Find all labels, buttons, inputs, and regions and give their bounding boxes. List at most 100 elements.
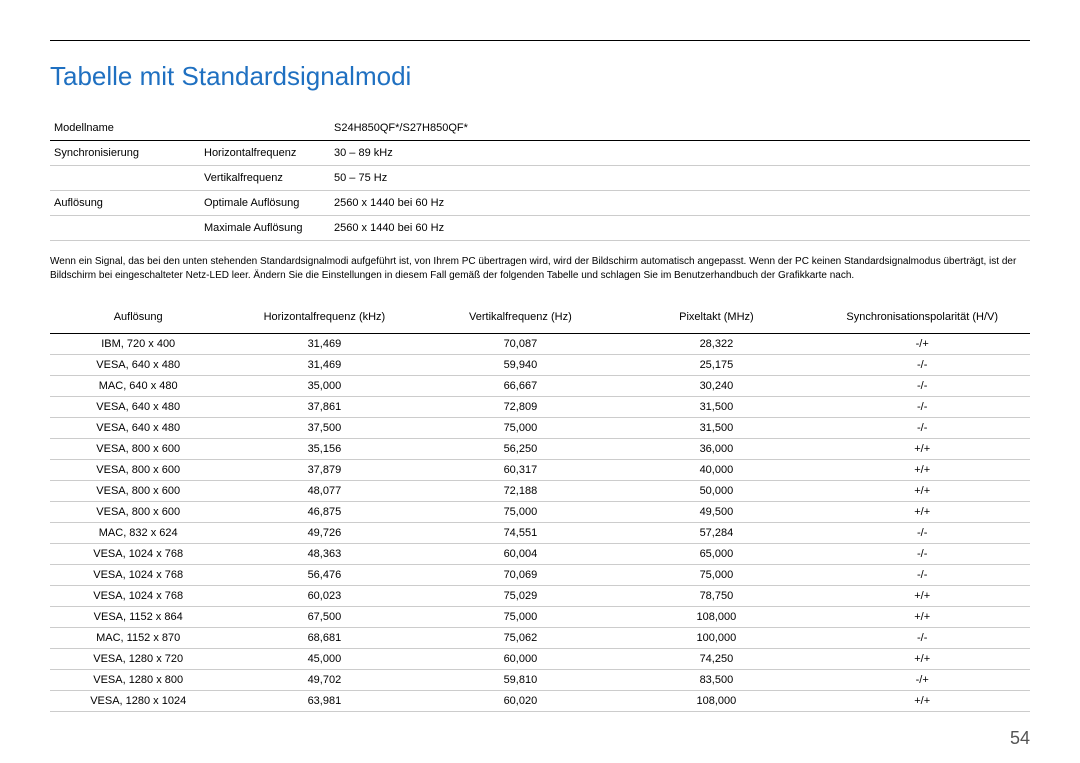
table-cell: 74,551 <box>422 523 618 544</box>
table-row: VESA, 640 x 48037,50075,00031,500-/- <box>50 418 1030 439</box>
table-row: VESA, 1024 x 76860,02375,02978,750+/+ <box>50 586 1030 607</box>
spec-opt-label: Optimale Auflösung <box>200 191 330 216</box>
spec-row-opt: Auflösung Optimale Auflösung 2560 x 1440… <box>50 191 1030 216</box>
table-cell: 66,667 <box>422 376 618 397</box>
spec-vfreq-label: Vertikalfrequenz <box>200 166 330 191</box>
table-cell: -/+ <box>814 334 1030 355</box>
spec-max-label: Maximale Auflösung <box>200 216 330 241</box>
table-cell: VESA, 800 x 600 <box>50 439 226 460</box>
table-cell: 31,469 <box>226 355 422 376</box>
table-cell: 49,726 <box>226 523 422 544</box>
table-row: VESA, 640 x 48037,86172,80931,500-/- <box>50 397 1030 418</box>
table-cell: 35,000 <box>226 376 422 397</box>
table-cell: 67,500 <box>226 607 422 628</box>
table-cell: 75,029 <box>422 586 618 607</box>
table-cell: 36,000 <box>618 439 814 460</box>
table-cell: VESA, 800 x 600 <box>50 481 226 502</box>
spec-max-value: 2560 x 1440 bei 60 Hz <box>330 216 1030 241</box>
table-cell: 72,809 <box>422 397 618 418</box>
table-cell: +/+ <box>814 586 1030 607</box>
table-cell: -/- <box>814 565 1030 586</box>
table-cell: +/+ <box>814 649 1030 670</box>
table-cell: 37,879 <box>226 460 422 481</box>
table-cell: VESA, 1024 x 768 <box>50 565 226 586</box>
spec-row-model: Modellname S24H850QF*/S27H850QF* <box>50 116 1030 141</box>
table-cell: 78,750 <box>618 586 814 607</box>
spec-row-max: Maximale Auflösung 2560 x 1440 bei 60 Hz <box>50 216 1030 241</box>
table-row: VESA, 1280 x 102463,98160,020108,000+/+ <box>50 691 1030 712</box>
table-cell: 60,004 <box>422 544 618 565</box>
table-cell: 31,500 <box>618 397 814 418</box>
table-cell: VESA, 1280 x 800 <box>50 670 226 691</box>
spec-sync-label: Synchronisierung <box>50 141 200 166</box>
table-cell: -/- <box>814 523 1030 544</box>
table-cell: 60,000 <box>422 649 618 670</box>
table-cell: 63,981 <box>226 691 422 712</box>
table-cell: +/+ <box>814 607 1030 628</box>
table-cell: 83,500 <box>618 670 814 691</box>
table-cell: VESA, 800 x 600 <box>50 502 226 523</box>
table-cell: VESA, 1152 x 864 <box>50 607 226 628</box>
table-cell: VESA, 1280 x 1024 <box>50 691 226 712</box>
table-cell: -/- <box>814 544 1030 565</box>
table-cell: 31,469 <box>226 334 422 355</box>
table-cell: 75,062 <box>422 628 618 649</box>
page-number: 54 <box>1010 728 1030 749</box>
table-row: VESA, 800 x 60037,87960,31740,000+/+ <box>50 460 1030 481</box>
page-title: Tabelle mit Standardsignalmodi <box>50 61 1030 92</box>
spec-opt-value: 2560 x 1440 bei 60 Hz <box>330 191 1030 216</box>
table-row: MAC, 832 x 62449,72674,55157,284-/- <box>50 523 1030 544</box>
table-cell: 31,500 <box>618 418 814 439</box>
spec-model-value: S24H850QF*/S27H850QF* <box>330 116 1030 141</box>
table-row: VESA, 1024 x 76848,36360,00465,000-/- <box>50 544 1030 565</box>
table-row: IBM, 720 x 40031,46970,08728,322-/+ <box>50 334 1030 355</box>
table-cell: 56,476 <box>226 565 422 586</box>
note-text: Wenn ein Signal, das bei den unten stehe… <box>50 255 1030 283</box>
table-cell: 75,000 <box>422 607 618 628</box>
spec-model-label: Modellname <box>50 116 200 141</box>
table-cell: 30,240 <box>618 376 814 397</box>
table-cell: 75,000 <box>422 502 618 523</box>
table-cell: VESA, 1024 x 768 <box>50 586 226 607</box>
table-cell: 48,363 <box>226 544 422 565</box>
table-cell: -/- <box>814 628 1030 649</box>
table-row: VESA, 800 x 60046,87575,00049,500+/+ <box>50 502 1030 523</box>
spec-table: Modellname S24H850QF*/S27H850QF* Synchro… <box>50 116 1030 241</box>
table-cell: 60,317 <box>422 460 618 481</box>
table-cell: 48,077 <box>226 481 422 502</box>
table-cell: 37,500 <box>226 418 422 439</box>
col-vfreq: Vertikalfrequenz (Hz) <box>422 303 618 334</box>
table-row: VESA, 640 x 48031,46959,94025,175-/- <box>50 355 1030 376</box>
table-row: VESA, 1024 x 76856,47670,06975,000-/- <box>50 565 1030 586</box>
table-cell: +/+ <box>814 439 1030 460</box>
col-hfreq: Horizontalfrequenz (kHz) <box>226 303 422 334</box>
table-cell: 49,702 <box>226 670 422 691</box>
table-cell: VESA, 1280 x 720 <box>50 649 226 670</box>
table-cell: 46,875 <box>226 502 422 523</box>
table-cell: 28,322 <box>618 334 814 355</box>
table-cell: 45,000 <box>226 649 422 670</box>
col-resolution: Auflösung <box>50 303 226 334</box>
table-cell: 70,069 <box>422 565 618 586</box>
signal-header-row: Auflösung Horizontalfrequenz (kHz) Verti… <box>50 303 1030 334</box>
spec-row-hfreq: Synchronisierung Horizontalfrequenz 30 –… <box>50 141 1030 166</box>
table-cell: 108,000 <box>618 691 814 712</box>
table-row: VESA, 1280 x 80049,70259,81083,500-/+ <box>50 670 1030 691</box>
spec-hfreq-value: 30 – 89 kHz <box>330 141 1030 166</box>
table-cell: MAC, 1152 x 870 <box>50 628 226 649</box>
table-cell: 68,681 <box>226 628 422 649</box>
col-pixclock: Pixeltakt (MHz) <box>618 303 814 334</box>
table-cell: MAC, 640 x 480 <box>50 376 226 397</box>
table-cell: 108,000 <box>618 607 814 628</box>
table-cell: 100,000 <box>618 628 814 649</box>
table-cell: 75,000 <box>618 565 814 586</box>
table-cell: VESA, 1024 x 768 <box>50 544 226 565</box>
table-cell: VESA, 640 x 480 <box>50 397 226 418</box>
spec-hfreq-label: Horizontalfrequenz <box>200 141 330 166</box>
table-row: VESA, 800 x 60035,15656,25036,000+/+ <box>50 439 1030 460</box>
table-cell: 60,023 <box>226 586 422 607</box>
table-cell: -/- <box>814 418 1030 439</box>
table-cell: 59,810 <box>422 670 618 691</box>
spec-vfreq-value: 50 – 75 Hz <box>330 166 1030 191</box>
table-cell: 40,000 <box>618 460 814 481</box>
